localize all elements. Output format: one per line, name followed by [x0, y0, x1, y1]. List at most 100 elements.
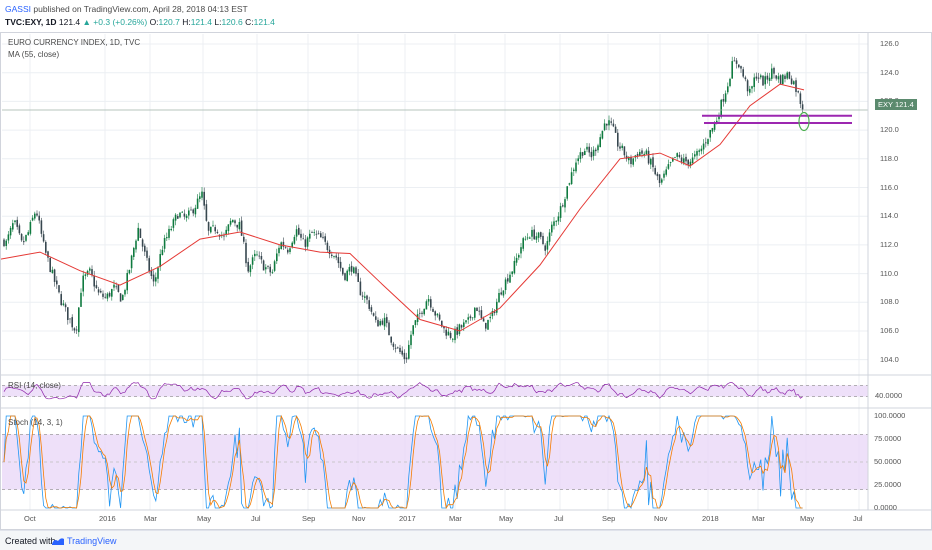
candle-body [23, 241, 25, 243]
time-tick-label: Jul [251, 514, 261, 523]
candle-body [606, 123, 608, 126]
candle-body [238, 221, 241, 230]
candle-body [315, 233, 318, 235]
candle-body [672, 157, 674, 162]
candle-body [243, 236, 245, 242]
candle-body [559, 206, 562, 218]
rsi-pane-label[interactable]: RSI (14, close) [8, 381, 61, 390]
candle-body [654, 168, 656, 175]
annotation-layer [2, 109, 868, 132]
candle-body [399, 347, 401, 353]
candle-body [181, 211, 183, 213]
grid-layer [2, 34, 868, 510]
candle-body [273, 261, 276, 271]
candle-body [722, 98, 725, 102]
candle-body [170, 229, 172, 231]
candle-body [366, 295, 368, 300]
candle-body [135, 240, 137, 250]
candle-body [434, 311, 436, 316]
candle-body [34, 213, 36, 219]
candle-body [388, 322, 390, 336]
candle-body [458, 324, 461, 335]
candle-body [436, 313, 439, 316]
candle-body [647, 150, 650, 164]
candle-body [124, 290, 126, 295]
candle-body [69, 318, 71, 320]
candle-body [359, 281, 362, 296]
candle-body [753, 77, 755, 88]
price-tick-label: 108.0 [880, 297, 899, 307]
candle-body [427, 298, 430, 302]
candle-body [760, 75, 762, 78]
candle-body [117, 285, 120, 292]
candle-body [284, 247, 287, 249]
candle-body [12, 223, 14, 230]
price-tick-label: 114.0 [880, 211, 899, 221]
candle-body [364, 296, 366, 298]
candle-body [166, 237, 168, 239]
author-link[interactable]: GASSI [5, 4, 31, 14]
candle-body [282, 241, 285, 247]
candle-body [636, 153, 639, 156]
price-tick-label: 120.0 [880, 125, 899, 135]
candle-body [735, 60, 738, 64]
candle-body [372, 313, 375, 316]
candle-body [410, 334, 412, 346]
ma-layer [0, 83, 805, 332]
candle-body [401, 350, 403, 355]
ma-indicator-label[interactable]: MA (55, close) [8, 50, 60, 59]
tradingview-brand-link[interactable]: TradingView [67, 536, 117, 546]
candle-body [795, 80, 797, 92]
time-tick-label: 2016 [99, 514, 116, 523]
candle-body [419, 312, 421, 314]
candle-body [203, 191, 205, 206]
candle-body [689, 161, 692, 166]
candle-body [687, 159, 689, 165]
candle-body [317, 233, 320, 235]
candle-body [348, 267, 351, 272]
candle-body [144, 245, 146, 252]
candle-body [152, 274, 155, 282]
candle-body [276, 253, 278, 262]
candle-body [403, 352, 406, 360]
stoch-pane-label[interactable]: Stoch (14, 3, 1) [8, 418, 63, 427]
candle-body [163, 237, 166, 249]
candle-body [566, 186, 568, 199]
candle-body [522, 238, 524, 249]
candle-body [25, 234, 27, 241]
candle-body [309, 233, 311, 239]
candle-body [80, 292, 82, 307]
candle-body [335, 255, 337, 258]
candle-body [801, 104, 804, 110]
candle-body [738, 64, 740, 68]
candle-body [496, 301, 498, 313]
candle-body [599, 137, 601, 148]
candle-body [408, 344, 410, 359]
candle-body [540, 232, 542, 237]
candle-body [513, 260, 516, 274]
candle-body [575, 162, 577, 172]
published-text: published on TradingView.com, April 28, … [33, 4, 248, 14]
candle-body [185, 215, 188, 218]
candle-body [210, 226, 212, 233]
chart-area[interactable]: EURO CURRENCY INDEX, 1D, TVC MA (55, clo… [0, 32, 932, 530]
candle-body [271, 271, 274, 273]
candle-body [524, 238, 527, 240]
chart-canvas[interactable] [0, 32, 932, 530]
candle-body [421, 312, 423, 314]
open-value: 120.7 [158, 17, 180, 27]
candle-body [674, 156, 676, 158]
candle-body [663, 173, 665, 178]
candle-body [9, 227, 12, 236]
symbol-line: TVC:EXY, 1D 121.4 ▲ +0.3 (+0.26%) O:120.… [5, 17, 275, 27]
candle-body [438, 314, 441, 320]
candle-body [518, 255, 520, 258]
candle-body [691, 157, 694, 164]
candle-body [232, 219, 234, 223]
candle-body [786, 72, 788, 79]
candle-body [707, 139, 709, 145]
candle-body [56, 280, 58, 285]
candle-body [430, 299, 432, 308]
candle-body [535, 236, 538, 240]
candle-body [581, 152, 584, 156]
